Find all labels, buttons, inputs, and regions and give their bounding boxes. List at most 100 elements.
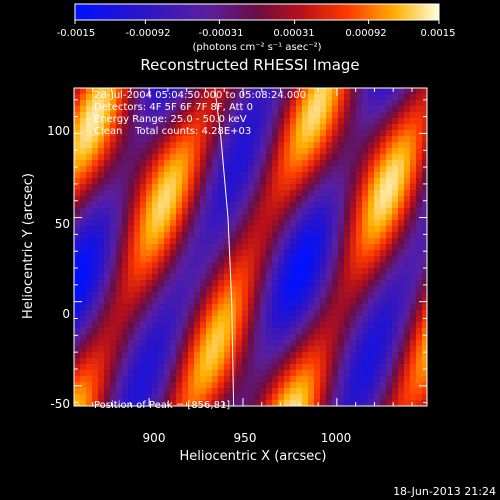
heatmap-cell (422, 136, 427, 143)
heatmap-cell (128, 142, 135, 149)
heatmap-cell (110, 358, 117, 365)
heatmap-cell (320, 142, 327, 149)
heatmap-cell (110, 244, 117, 251)
heatmap-cell (164, 154, 171, 161)
heatmap-cell (272, 316, 279, 323)
heatmap-cell (200, 190, 207, 197)
heatmap-cell (272, 208, 279, 215)
heatmap-cell (92, 376, 99, 383)
heatmap-cell (386, 238, 393, 245)
heatmap-cell (350, 100, 357, 107)
heatmap-cell (290, 394, 297, 401)
heatmap-cell (158, 304, 165, 311)
heatmap-cell (110, 214, 117, 221)
heatmap-cell (206, 130, 213, 137)
heatmap-cell (218, 244, 225, 251)
heatmap-cell (194, 274, 201, 281)
heatmap-cell (290, 286, 297, 293)
heatmap-cell (158, 370, 165, 377)
heatmap-cell (296, 100, 303, 107)
heatmap-cell (410, 400, 417, 406)
heatmap-cell (200, 136, 207, 143)
heatmap-cell (104, 208, 111, 215)
heatmap-cell (248, 250, 255, 257)
heatmap-cell (416, 310, 423, 317)
heatmap-cell (362, 118, 369, 125)
heatmap-cell (146, 214, 153, 221)
heatmap-cell (128, 346, 135, 353)
heatmap-cell (296, 106, 303, 113)
heatmap-cell (128, 310, 135, 317)
heatmap-cell (266, 208, 273, 215)
heatmap-cell (164, 310, 171, 317)
heatmap-cell (104, 94, 111, 101)
heatmap-cell (212, 100, 219, 107)
heatmap-cell (248, 118, 255, 125)
heatmap-cell (278, 202, 285, 209)
heatmap-cell (290, 280, 297, 287)
heatmap-cell (350, 334, 357, 341)
heatmap-cell (302, 286, 309, 293)
heatmap-cell (308, 112, 315, 119)
heatmap-cell (212, 94, 219, 101)
heatmap-cell (86, 268, 93, 275)
heatmap-cell (134, 256, 141, 263)
heatmap-cell (182, 166, 189, 173)
heatmap-cell (110, 208, 117, 215)
heatmap-cell (212, 358, 219, 365)
heatmap-cell (392, 394, 399, 401)
heatmap-cell (188, 304, 195, 311)
heatmap-cell (218, 388, 225, 395)
heatmap-cell (188, 184, 195, 191)
heatmap-cell (308, 142, 315, 149)
heatmap-cell (236, 184, 243, 191)
heatmap-cell (230, 220, 237, 227)
heatmap-cell (158, 250, 165, 257)
heatmap-cell (158, 106, 165, 113)
heatmap-cell (308, 160, 315, 167)
heatmap-cell (266, 268, 273, 275)
heatmap-cell (140, 298, 147, 305)
heatmap-cell (320, 364, 327, 371)
heatmap-cell (308, 124, 315, 131)
heatmap-cell (206, 226, 213, 233)
heatmap-cell (350, 166, 357, 173)
heatmap-cell (92, 232, 99, 239)
heatmap-cell (74, 346, 81, 353)
heatmap-cell (92, 274, 99, 281)
heatmap-cell (158, 238, 165, 245)
heatmap-cell (158, 94, 165, 101)
heatmap-cell (422, 172, 427, 179)
heatmap-cell (422, 88, 427, 95)
heatmap-cell (386, 160, 393, 167)
heatmap-cell (122, 382, 129, 389)
heatmap-cell (212, 388, 219, 395)
heatmap-cell (368, 304, 375, 311)
heatmap-cell (344, 124, 351, 131)
heatmap-cell (356, 88, 363, 95)
heatmap-cell (314, 262, 321, 269)
heatmap-cell (86, 400, 93, 406)
heatmap-cell (98, 184, 105, 191)
heatmap-cell (272, 88, 279, 95)
heatmap-cell (278, 94, 285, 101)
heatmap-cell (152, 184, 159, 191)
heatmap-cell (332, 370, 339, 377)
heatmap-cell (212, 382, 219, 389)
heatmap-cell (290, 268, 297, 275)
heatmap-cell (92, 364, 99, 371)
heatmap-cell (362, 214, 369, 221)
heatmap-cell (80, 358, 87, 365)
heatmap-cell (128, 280, 135, 287)
heatmap-cell (314, 178, 321, 185)
heatmap-cell (206, 274, 213, 281)
heatmap-cell (242, 256, 249, 263)
heatmap-cell (386, 220, 393, 227)
heatmap-cell (362, 322, 369, 329)
heatmap-cell (422, 190, 427, 197)
heatmap-cell (296, 184, 303, 191)
heatmap-cell (320, 292, 327, 299)
heatmap-cell (152, 100, 159, 107)
heatmap-cell (158, 208, 165, 215)
heatmap-cell (290, 148, 297, 155)
